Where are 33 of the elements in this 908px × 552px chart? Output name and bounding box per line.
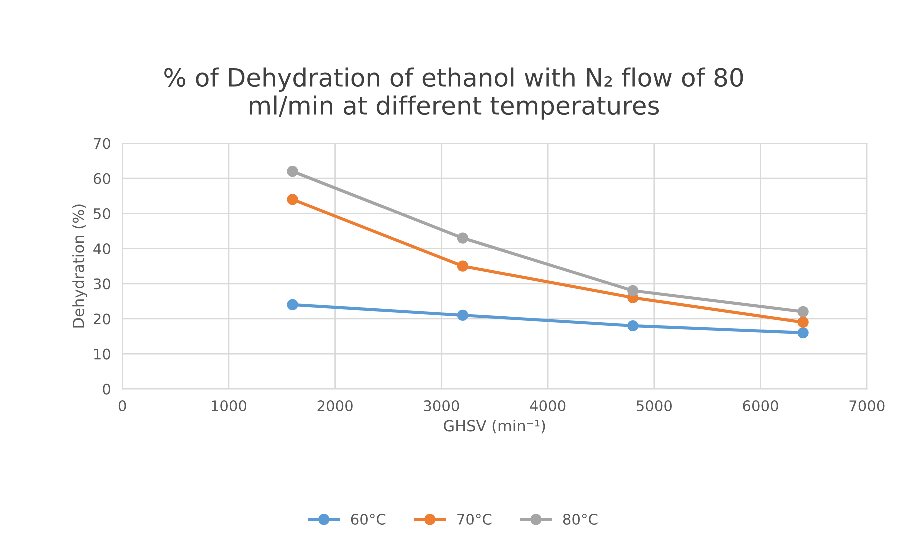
y-tick-label: 40 xyxy=(94,244,110,255)
point xyxy=(798,327,809,339)
x-tick-label: 1000 xyxy=(212,400,247,412)
point xyxy=(287,194,298,206)
x-tick-label: 7000 xyxy=(850,400,885,412)
point xyxy=(628,320,639,332)
point xyxy=(287,299,298,310)
y-tick-label: 10 xyxy=(94,348,110,360)
point xyxy=(798,316,809,328)
y-axis-title: Dehydration (%) xyxy=(72,204,88,328)
x-tick-label: 0 xyxy=(118,400,126,412)
x-tick-label: 2000 xyxy=(318,400,353,412)
legend-label: 70°C xyxy=(458,514,492,526)
point xyxy=(287,166,298,178)
chart-title: % of Dehydration of ethanol with N₂ flow of 80 ml/min at different temperatures xyxy=(164,68,744,120)
x-tick-label: 4000 xyxy=(530,400,566,412)
x-tick-label: 3000 xyxy=(424,400,460,412)
point xyxy=(628,285,639,296)
y-tick-label: 60 xyxy=(94,173,110,184)
legend-label: 80°C xyxy=(563,514,598,526)
y-tick-label: 50 xyxy=(94,208,110,220)
y-tick-label: 0 xyxy=(103,384,110,395)
point xyxy=(798,306,809,318)
y-tick-label: 30 xyxy=(94,278,110,290)
point xyxy=(457,310,469,322)
y-tick-label: 20 xyxy=(94,314,110,325)
legend-label: 60°C xyxy=(351,514,386,526)
point xyxy=(457,260,469,272)
x-tick-label: 5000 xyxy=(636,400,672,412)
y-tick-label: 70 xyxy=(94,138,110,150)
point xyxy=(457,232,469,244)
x-tick-label: 6000 xyxy=(743,400,778,412)
x-axis-title: GHSV (min⁻¹) xyxy=(444,420,546,434)
